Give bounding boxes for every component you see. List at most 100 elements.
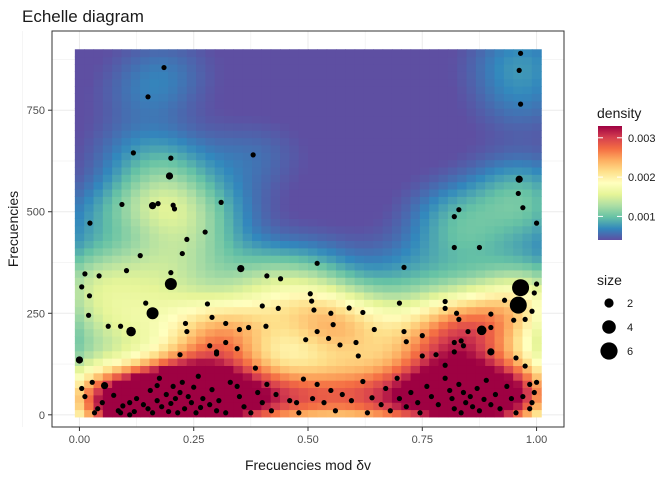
data-point <box>213 349 220 355</box>
heatmap-cell <box>531 306 542 315</box>
heatmap-cell <box>447 93 458 102</box>
heatmap-cell <box>270 86 281 94</box>
heatmap-cell <box>494 284 505 293</box>
data-point <box>165 408 172 415</box>
heatmap-cell <box>242 203 253 212</box>
heatmap-cell <box>186 328 197 337</box>
data-point <box>330 322 336 328</box>
heatmap-cell <box>447 108 458 117</box>
data-point <box>296 410 302 416</box>
heatmap-cell <box>140 152 151 161</box>
heatmap-cell <box>363 78 374 87</box>
heatmap-cell <box>354 152 365 161</box>
heatmap-cell <box>373 49 384 58</box>
heatmap-cell <box>242 328 253 337</box>
heatmap-cell <box>140 380 151 389</box>
heatmap-cell <box>186 122 197 131</box>
heatmap-cell <box>485 387 496 396</box>
heatmap-cell <box>130 71 141 80</box>
heatmap-cell <box>196 115 207 124</box>
heatmap-cell <box>121 108 132 117</box>
heatmap-cell <box>531 233 542 242</box>
heatmap-cell <box>354 402 365 411</box>
heatmap-cell <box>149 93 160 102</box>
heatmap-cell <box>522 100 533 109</box>
heatmap-cell <box>326 313 337 322</box>
heatmap-cell <box>233 78 244 87</box>
heatmap-cell <box>242 247 253 256</box>
heatmap-cell <box>112 174 123 183</box>
heatmap-cell <box>121 277 132 286</box>
heatmap-cell <box>494 137 505 146</box>
heatmap-cell <box>513 365 524 374</box>
heatmap-cell <box>102 181 113 190</box>
heatmap-cell <box>410 394 421 403</box>
heatmap-cell <box>513 218 524 227</box>
data-point <box>170 383 176 389</box>
heatmap-cell <box>308 284 318 293</box>
heatmap-cell <box>214 313 225 322</box>
heatmap-cell <box>345 100 356 109</box>
heatmap-cell <box>308 100 318 109</box>
heatmap-cell <box>401 86 412 94</box>
heatmap-cell <box>391 144 402 153</box>
heatmap-cell <box>419 78 430 87</box>
heatmap-cell <box>335 255 346 264</box>
heatmap-cell <box>280 255 290 264</box>
data-points <box>75 50 540 418</box>
heatmap-cell <box>475 100 486 109</box>
heatmap-cell <box>466 93 477 102</box>
heatmap-cell <box>149 144 160 153</box>
heatmap-cell <box>391 108 402 117</box>
heatmap-cell <box>102 56 113 65</box>
heatmap-cell <box>280 343 290 352</box>
heatmap-cell <box>363 350 374 359</box>
heatmap-cell <box>308 108 318 117</box>
heatmap-cell <box>475 56 486 65</box>
heatmap-cell <box>391 350 402 359</box>
heatmap-cell <box>140 225 151 234</box>
heatmap-cell <box>298 56 309 65</box>
heatmap-cell <box>382 409 393 418</box>
heatmap-cell <box>475 144 486 153</box>
heatmap-cell <box>205 63 216 72</box>
heatmap-cell <box>345 56 356 65</box>
heatmap-cell <box>130 159 141 168</box>
heatmap-cell <box>158 108 169 117</box>
heatmap-cell <box>261 313 272 322</box>
heatmap-cell <box>466 387 477 396</box>
heatmap-cell <box>102 277 113 286</box>
heatmap-cell <box>168 49 179 58</box>
heatmap-cell <box>503 380 514 389</box>
heatmap-cell <box>485 218 496 227</box>
data-point <box>515 175 523 183</box>
heatmap-cell <box>410 78 421 87</box>
heatmap-cell <box>363 100 374 109</box>
heatmap-cell <box>429 108 440 117</box>
heatmap-cell <box>373 144 384 153</box>
heatmap-cell <box>513 56 524 65</box>
heatmap-cell <box>149 137 160 146</box>
heatmap-cell <box>196 380 207 389</box>
heatmap-cell <box>289 100 300 109</box>
heatmap-cell <box>149 350 160 359</box>
heatmap-cell <box>168 409 179 418</box>
heatmap-cell <box>513 159 524 168</box>
heatmap-cell <box>429 78 440 87</box>
heatmap-cell <box>298 63 309 72</box>
heatmap-cell <box>177 122 188 131</box>
data-point <box>177 352 183 358</box>
heatmap-cell <box>233 108 244 117</box>
heatmap-cell <box>447 56 458 65</box>
heatmap-cell <box>196 409 207 418</box>
heatmap-cell <box>84 380 95 389</box>
heatmap-cell <box>74 269 85 278</box>
heatmap-cell <box>130 166 141 175</box>
heatmap-cell <box>205 372 216 381</box>
heatmap-cell <box>308 240 318 249</box>
heatmap-cell <box>289 372 300 381</box>
heatmap-cell <box>447 387 458 396</box>
heatmap-cell <box>177 394 188 403</box>
heatmap-cell <box>466 181 477 190</box>
heatmap-cell <box>345 181 356 190</box>
